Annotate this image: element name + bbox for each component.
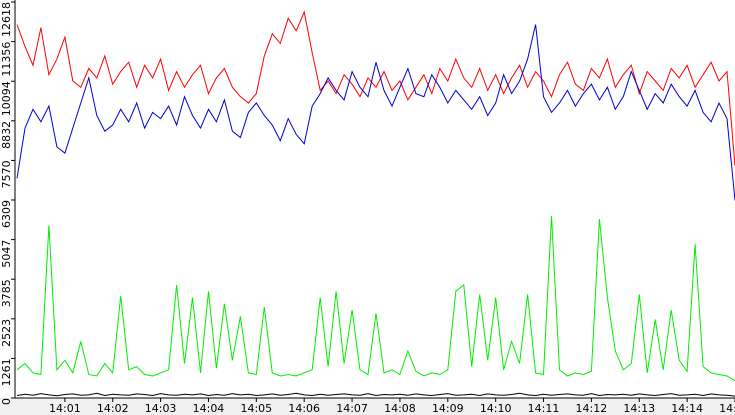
series-line xyxy=(16,10,735,166)
x-tick-label: 14:15 xyxy=(719,402,735,415)
series-line xyxy=(16,215,735,382)
y-tick-label: 8832 xyxy=(0,121,13,149)
x-tick-label: 14:12 xyxy=(576,402,608,415)
y-tick-label: 11356 xyxy=(0,42,13,77)
x-tick-label: 14:05 xyxy=(240,402,272,415)
x-tick-label: 14:10 xyxy=(480,402,512,415)
x-tick-label: 14:14 xyxy=(671,402,703,415)
x-tick-label: 14:13 xyxy=(623,402,655,415)
y-tick-label: 1261 xyxy=(0,358,13,386)
y-tick-label: 2523 xyxy=(0,319,13,347)
x-tick-label: 14:03 xyxy=(145,402,177,415)
x-tick-label: 14:08 xyxy=(384,402,416,415)
x-tick-label: 14:11 xyxy=(528,402,560,415)
y-tick-label: 3785 xyxy=(0,279,13,307)
series-line xyxy=(16,24,735,201)
x-tick-label: 14:02 xyxy=(97,402,129,415)
x-tick-label: 14:07 xyxy=(336,402,368,415)
series-line xyxy=(16,392,735,397)
y-tick-label: 12618 xyxy=(0,2,13,37)
y-tick-label: 10094 xyxy=(0,81,13,116)
y-tick-label: 5047 xyxy=(0,240,13,268)
x-tick-label: 14:04 xyxy=(193,402,225,415)
x-tick-label: 14:09 xyxy=(432,402,464,415)
y-tick-label: 0 xyxy=(0,398,13,405)
x-tick-label: 14:01 xyxy=(49,402,81,415)
y-tick-label: 7570 xyxy=(0,160,13,188)
y-tick-label: 6309 xyxy=(0,200,13,228)
x-tick-label: 14:06 xyxy=(288,402,320,415)
x-axis-band xyxy=(0,398,735,415)
